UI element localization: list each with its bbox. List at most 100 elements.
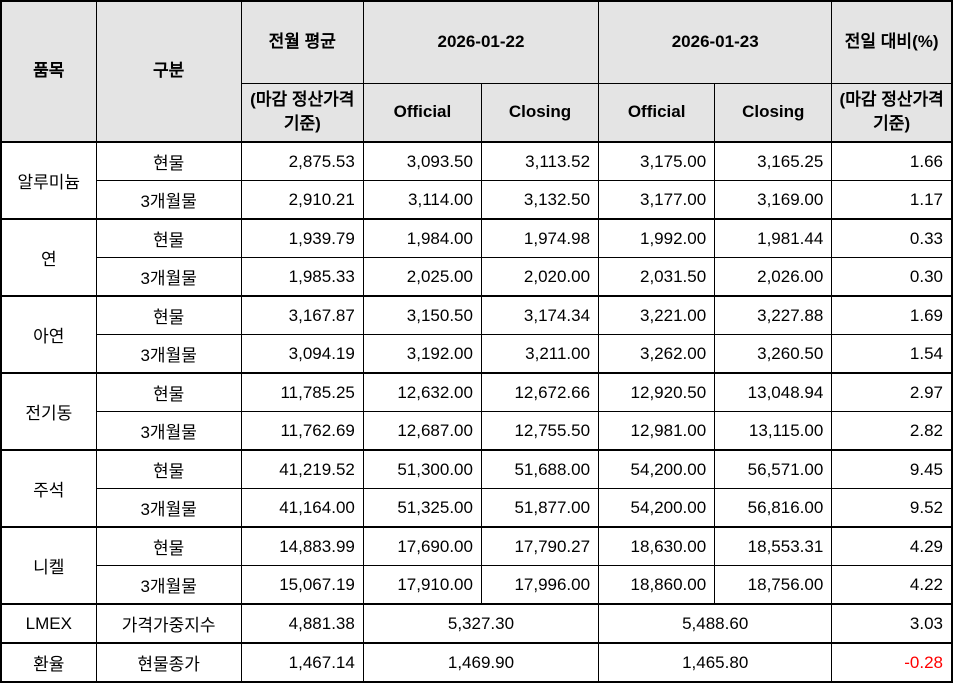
table-header: 품목 구분 전월 평균 2026-01-22 2026-01-23 전일 대비(… <box>0 0 953 143</box>
value-cell-d2-official: 12,920.50 <box>598 372 716 412</box>
value-cell-change-negative: -0.28 <box>831 642 953 683</box>
value-cell-change: 0.30 <box>831 257 953 297</box>
table-row-tin-spot: 주석 현물 41,219.52 51,300.00 51,688.00 54,2… <box>0 449 953 528</box>
value-cell-d2-official: 54,200.00 <box>598 488 716 528</box>
value-cell-d2-official: 3,175.00 <box>598 141 716 181</box>
item-cell-zinc: 아연 <box>0 295 97 374</box>
value-cell-change: 1.17 <box>831 180 953 220</box>
table-row-zinc-3m: 3개월물 3,094.19 3,192.00 3,211.00 3,262.00… <box>1 334 953 374</box>
value-cell-d1-closing: 51,877.00 <box>480 488 600 528</box>
value-cell-d2-closing: 56,571.00 <box>714 449 833 489</box>
value-cell-prev-avg: 4,881.38 <box>240 603 364 644</box>
value-cell-d2-official: 2,031.50 <box>598 257 716 297</box>
table-row-nickel-3m: 3개월물 15,067.19 17,910.00 17,996.00 18,86… <box>1 565 953 605</box>
value-cell-d2-official: 54,200.00 <box>598 449 716 489</box>
value-cell-d1-merged: 1,469.90 <box>362 642 600 683</box>
category-cell: 현물종가 <box>95 642 242 683</box>
value-cell-d2-official: 18,860.00 <box>598 565 716 605</box>
value-cell-d2-closing: 3,165.25 <box>714 141 833 181</box>
table-row-lead-spot: 연 현물 1,939.79 1,984.00 1,974.98 1,992.00… <box>0 218 953 297</box>
item-cell-tin: 주석 <box>0 449 97 528</box>
category-cell: 현물 <box>95 372 242 412</box>
value-cell-d2-closing: 18,756.00 <box>714 565 833 605</box>
value-cell-prev-avg: 3,167.87 <box>240 295 364 335</box>
header-closing-date2: Closing <box>714 82 833 143</box>
value-cell-d2-official: 1,992.00 <box>598 218 716 258</box>
value-cell-d1-closing: 17,790.27 <box>480 526 600 566</box>
value-cell-d1-official: 1,984.00 <box>362 218 482 258</box>
header-closing-date1: Closing <box>480 82 600 143</box>
category-cell: 현물 <box>95 141 242 181</box>
value-cell-change: 9.45 <box>831 449 953 489</box>
value-cell-d1-closing: 12,755.50 <box>480 411 600 451</box>
table-row-lmex: LMEX 가격가중지수 4,881.38 5,327.30 5,488.60 3… <box>0 603 953 644</box>
value-cell-prev-avg: 3,094.19 <box>240 334 364 374</box>
header-change-note: (마감 정산가격 기준) <box>831 82 953 143</box>
value-cell-d1-closing: 3,113.52 <box>480 141 600 181</box>
value-cell-change: 9.52 <box>831 488 953 528</box>
value-cell-d1-official: 3,192.00 <box>362 334 482 374</box>
value-cell-change: 4.22 <box>831 565 953 605</box>
value-cell-prev-avg: 2,875.53 <box>240 141 364 181</box>
category-cell: 3개월물 <box>95 411 242 451</box>
value-cell-d1-closing: 1,974.98 <box>480 218 600 258</box>
table-row-copper-3m: 3개월물 11,762.69 12,687.00 12,755.50 12,98… <box>1 411 953 451</box>
table-row-zinc-spot: 아연 현물 3,167.87 3,150.50 3,174.34 3,221.0… <box>0 295 953 374</box>
value-cell-d1-official: 2,025.00 <box>362 257 482 297</box>
table-row-tin-3m: 3개월물 41,164.00 51,325.00 51,877.00 54,20… <box>1 488 953 528</box>
value-cell-d2-closing: 1,981.44 <box>714 218 833 258</box>
category-cell: 현물 <box>95 218 242 258</box>
value-cell-d1-official: 3,114.00 <box>362 180 482 220</box>
value-cell-d2-merged: 5,488.60 <box>598 603 833 644</box>
table-row-exchange-rate: 환율 현물종가 1,467.14 1,469.90 1,465.80 -0.28 <box>0 642 953 683</box>
category-cell: 현물 <box>95 526 242 566</box>
value-cell-prev-avg: 2,910.21 <box>240 180 364 220</box>
category-cell: 3개월물 <box>95 334 242 374</box>
value-cell-d2-official: 3,177.00 <box>598 180 716 220</box>
value-cell-change: 4.29 <box>831 526 953 566</box>
table-row-aluminum-3m: 3개월물 2,910.21 3,114.00 3,132.50 3,177.00… <box>1 180 953 220</box>
category-cell: 가격가중지수 <box>95 603 242 644</box>
header-prev-avg: 전월 평균 <box>240 0 364 84</box>
category-cell: 3개월물 <box>95 257 242 297</box>
category-cell: 3개월물 <box>95 180 242 220</box>
value-cell-prev-avg: 15,067.19 <box>240 565 364 605</box>
header-official-date2: Official <box>598 82 716 143</box>
item-cell-lmex: LMEX <box>0 603 97 644</box>
value-cell-d2-closing: 2,026.00 <box>714 257 833 297</box>
header-item: 품목 <box>0 0 97 143</box>
value-cell-d1-closing: 17,996.00 <box>480 565 600 605</box>
category-cell: 현물 <box>95 295 242 335</box>
value-cell-d2-closing: 18,553.31 <box>714 526 833 566</box>
item-cell-nickel: 니켈 <box>0 526 97 605</box>
value-cell-prev-avg: 1,939.79 <box>240 218 364 258</box>
value-cell-d1-official: 3,150.50 <box>362 295 482 335</box>
value-cell-d2-official: 3,262.00 <box>598 334 716 374</box>
header-row-top: 품목 구분 전월 평균 2026-01-22 2026-01-23 전일 대비(… <box>0 0 953 143</box>
value-cell-prev-avg: 14,883.99 <box>240 526 364 566</box>
value-cell-prev-avg: 11,785.25 <box>240 372 364 412</box>
value-cell-d1-official: 12,687.00 <box>362 411 482 451</box>
header-category: 구분 <box>95 0 242 143</box>
value-cell-change: 0.33 <box>831 218 953 258</box>
value-cell-d1-closing: 3,211.00 <box>480 334 600 374</box>
value-cell-d2-official: 12,981.00 <box>598 411 716 451</box>
value-cell-d2-closing: 13,115.00 <box>714 411 833 451</box>
item-cell-exchange-rate: 환율 <box>0 642 97 683</box>
table-row-lead-3m: 3개월물 1,985.33 2,025.00 2,020.00 2,031.50… <box>1 257 953 297</box>
value-cell-d1-official: 17,690.00 <box>362 526 482 566</box>
item-cell-lead: 연 <box>0 218 97 297</box>
value-cell-d2-official: 3,221.00 <box>598 295 716 335</box>
category-cell: 3개월물 <box>95 488 242 528</box>
header-prev-avg-note: (마감 정산가격 기준) <box>240 82 364 143</box>
value-cell-change: 1.54 <box>831 334 953 374</box>
table-row-aluminum-spot: 알루미늄 현물 2,875.53 3,093.50 3,113.52 3,175… <box>0 141 953 220</box>
table-row-nickel-spot: 니켈 현물 14,883.99 17,690.00 17,790.27 18,6… <box>0 526 953 605</box>
value-cell-change: 2.97 <box>831 372 953 412</box>
value-cell-change: 1.66 <box>831 141 953 181</box>
value-cell-prev-avg: 41,219.52 <box>240 449 364 489</box>
category-cell: 3개월물 <box>95 565 242 605</box>
value-cell-d1-official: 51,325.00 <box>362 488 482 528</box>
value-cell-change: 3.03 <box>831 603 953 644</box>
